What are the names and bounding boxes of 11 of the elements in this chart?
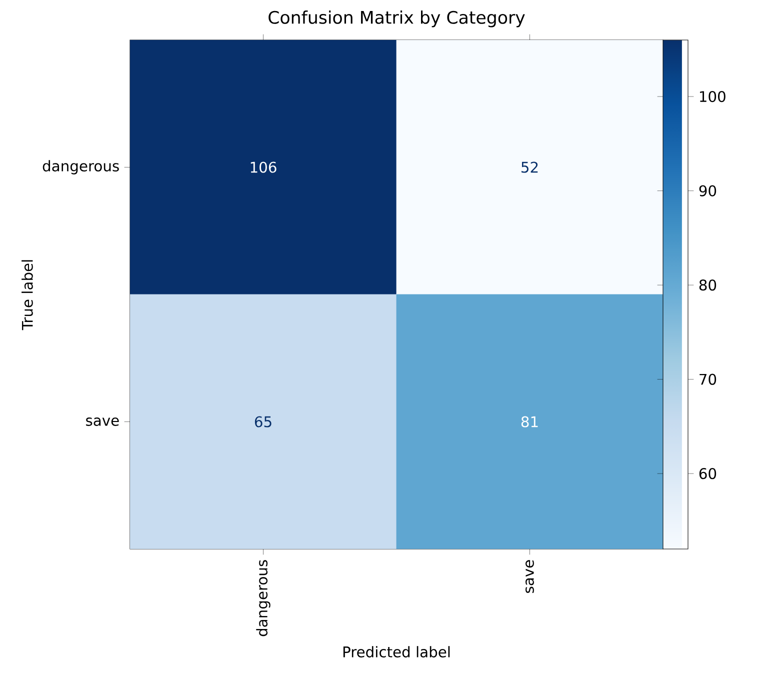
data-label: 81 [521, 416, 538, 428]
x-axis-title: Predicted label [343, 646, 450, 658]
data-label: 52 [522, 162, 538, 173]
data-label: 106 [250, 162, 276, 173]
color-bar-label: 70 [700, 374, 716, 385]
color-bar-label: 100 [700, 91, 726, 102]
y-axis-title: True label [22, 260, 33, 330]
color-bar-label: 60 [699, 468, 716, 480]
chart-title: Confusion Matrix by Category [268, 10, 525, 28]
color-bar-label: 90 [699, 185, 716, 196]
color-bar-label: 80 [699, 280, 716, 291]
